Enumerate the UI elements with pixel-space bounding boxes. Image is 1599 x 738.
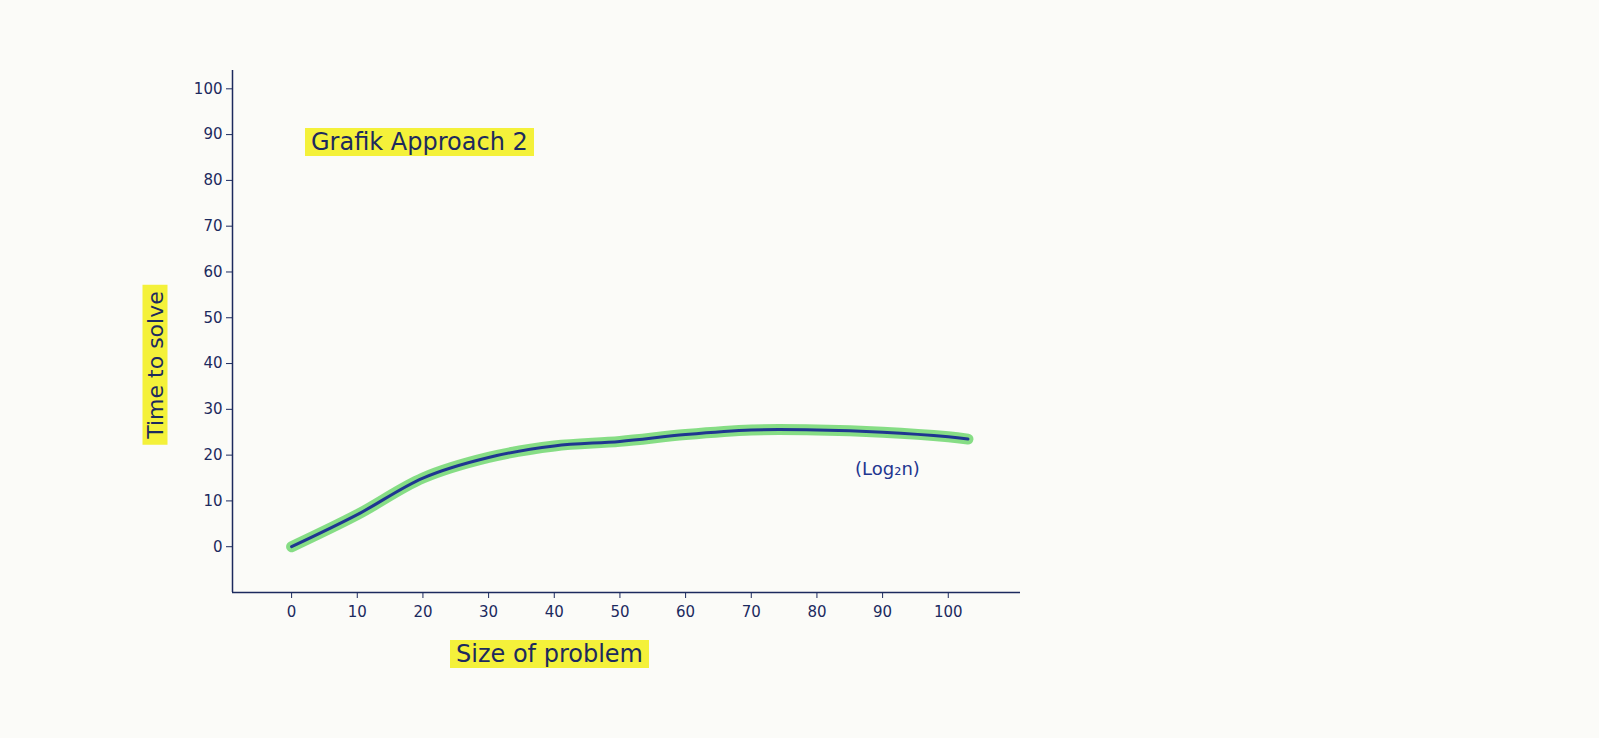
- svg-text:80: 80: [807, 603, 826, 621]
- svg-text:90: 90: [203, 125, 222, 143]
- html-text:Grafik Approach 2: Grafik Approach 2: [311, 128, 528, 156]
- svg-text:0: 0: [213, 538, 223, 556]
- svg-text:40: 40: [545, 603, 564, 621]
- svg-text:70: 70: [742, 603, 761, 621]
- svg-text:100: 100: [194, 80, 223, 98]
- svg-text:20: 20: [203, 446, 222, 464]
- html-text:Size of problem: Size of problem: [456, 640, 643, 668]
- svg-text:30: 30: [479, 603, 498, 621]
- svg-text:50: 50: [610, 603, 629, 621]
- svg-text:100: 100: [934, 603, 963, 621]
- svg-text:0: 0: [287, 603, 297, 621]
- svg-text:10: 10: [348, 603, 367, 621]
- svg-text:70: 70: [203, 217, 222, 235]
- svg-text:30: 30: [203, 400, 222, 418]
- svg-text:80: 80: [203, 171, 222, 189]
- html-text:Time to solve: Time to solve: [142, 291, 168, 439]
- svg-text:60: 60: [203, 263, 222, 281]
- svg-text:20: 20: [413, 603, 432, 621]
- svg-text:50: 50: [203, 309, 222, 327]
- svg-text:60: 60: [676, 603, 695, 621]
- html-text:(Log₂n): (Log₂n): [855, 458, 920, 479]
- svg-text:40: 40: [203, 354, 222, 372]
- svg-text:90: 90: [873, 603, 892, 621]
- svg-text:10: 10: [203, 492, 222, 510]
